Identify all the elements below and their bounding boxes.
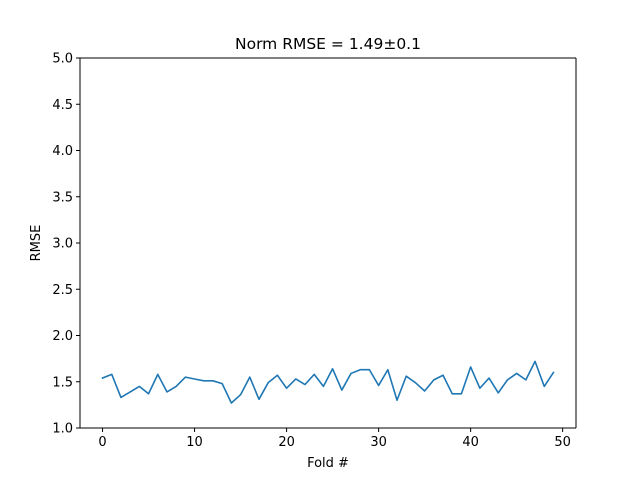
series-layer bbox=[101, 360, 555, 404]
y-tick-label: 4.5 bbox=[52, 98, 73, 113]
y-tick-label: 1.5 bbox=[52, 375, 73, 390]
y-tick-label: 4.0 bbox=[52, 144, 73, 159]
x-tick-label: 30 bbox=[370, 435, 387, 450]
chart-title: Norm RMSE = 1.49±0.1 bbox=[235, 35, 421, 53]
x-tick-label: 50 bbox=[554, 435, 571, 450]
y-tick-label: 2.0 bbox=[52, 329, 73, 344]
x-tick-label: 10 bbox=[186, 435, 203, 450]
series-line bbox=[101, 360, 555, 404]
x-tick-label: 0 bbox=[98, 435, 106, 450]
plot-area bbox=[80, 58, 576, 428]
y-tick-label: 1.0 bbox=[52, 422, 73, 437]
y-tick-label: 5.0 bbox=[52, 52, 73, 67]
x-tick-label: 20 bbox=[278, 435, 295, 450]
x-axis-ticks: 0 10 20 30 40 50 bbox=[98, 428, 571, 450]
x-axis-label: Fold # bbox=[307, 456, 349, 471]
y-axis-ticks: 1.0 1.5 2.0 2.5 3.0 3.5 4.0 4.5 5.0 bbox=[52, 52, 80, 437]
y-tick-label: 2.5 bbox=[52, 283, 73, 298]
y-tick-label: 3.0 bbox=[52, 237, 73, 252]
x-tick-label: 40 bbox=[462, 435, 479, 450]
y-axis-label: RMSE bbox=[29, 225, 44, 262]
y-tick-label: 3.5 bbox=[52, 190, 73, 205]
